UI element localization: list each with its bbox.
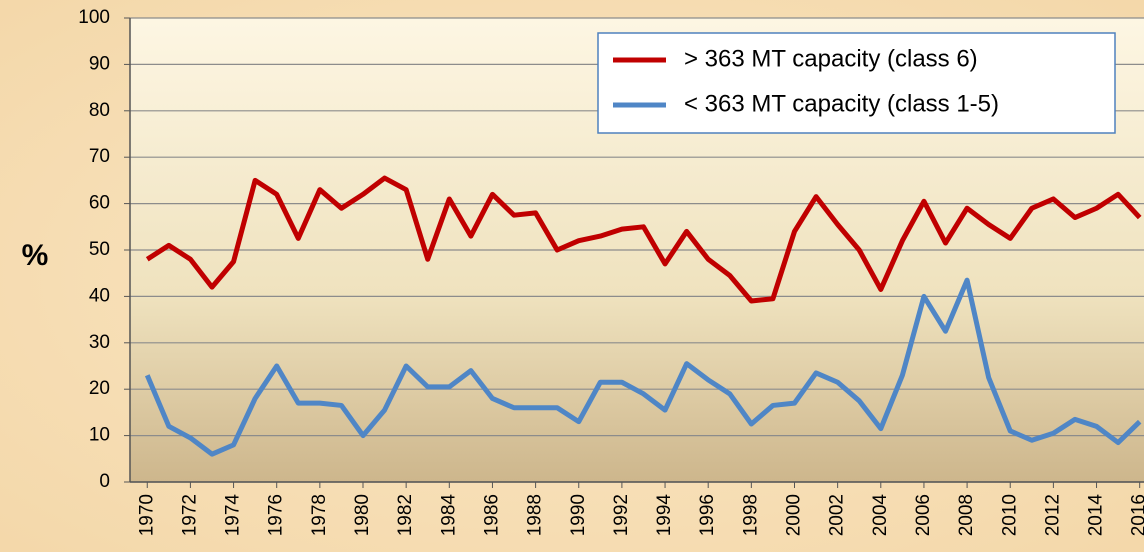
x-tick-label: 1986	[481, 494, 502, 536]
y-tick-label: 70	[89, 146, 110, 167]
legend-box	[597, 32, 1116, 134]
x-tick-label: 2004	[870, 494, 891, 537]
x-tick-label: 1996	[697, 494, 718, 536]
y-tick-label: 10	[89, 425, 110, 446]
x-tick-label: 2008	[956, 494, 977, 536]
y-tick-label: 0	[99, 471, 110, 492]
series-line	[145, 175, 1142, 304]
y-tick-label: 90	[89, 53, 110, 74]
x-tick-label: 1980	[352, 494, 373, 536]
x-tick-label: 1976	[266, 494, 287, 536]
x-tick-label: 1992	[611, 494, 632, 536]
y-axis-label: %	[22, 239, 49, 272]
x-tick-label: 1988	[525, 494, 546, 536]
x-tick-label: 1998	[740, 494, 761, 536]
x-tick-label: 1984	[438, 494, 459, 537]
x-tick-label: 1978	[309, 494, 330, 536]
x-tick-label: 2002	[827, 494, 848, 536]
y-tick-label: 80	[89, 100, 110, 121]
legend-label: > 363 MT capacity (class 6)	[684, 45, 978, 72]
y-tick-label: 40	[89, 285, 110, 306]
x-tick-label: 2000	[784, 494, 805, 536]
x-tick-label: 2012	[1042, 494, 1063, 536]
y-tick-label: 30	[89, 332, 110, 353]
x-tick-label: 1972	[179, 494, 200, 536]
legend-label: < 363 MT capacity (class 1-5)	[684, 90, 999, 117]
x-tick-label: 1994	[654, 494, 675, 537]
y-tick-label: 50	[89, 239, 110, 260]
y-tick-label: 60	[89, 193, 110, 214]
series-line	[144, 277, 1142, 457]
x-tick-label: 1982	[395, 494, 416, 536]
y-tick-label: 20	[89, 378, 110, 399]
x-tick-label: 2010	[999, 494, 1020, 536]
y-tick-label: 100	[78, 7, 110, 28]
x-tick-label: 1990	[568, 494, 589, 536]
x-tick-label: 2014	[1086, 494, 1107, 537]
x-tick-label: 2016	[1129, 494, 1144, 536]
x-tick-label: 1970	[136, 494, 157, 536]
x-tick-label: 2006	[913, 494, 934, 536]
x-tick-label: 1974	[223, 494, 244, 537]
